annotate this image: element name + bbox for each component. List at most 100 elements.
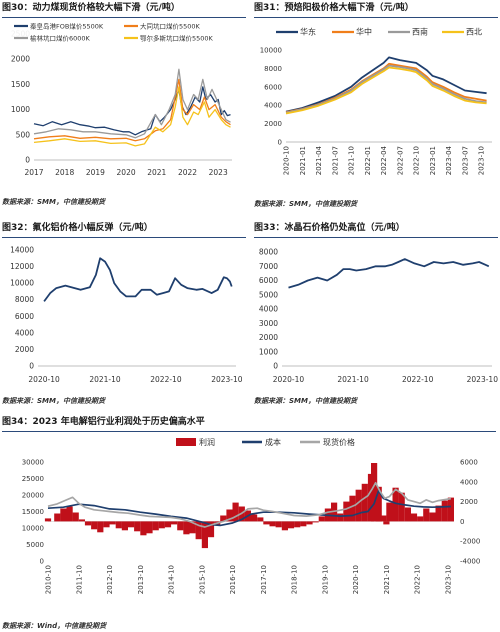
series-line-2	[33, 68, 231, 139]
x-tick-label: 2022-01	[364, 146, 372, 175]
profit-bar	[140, 521, 147, 536]
figure-33-chart: 0 1000 2000 3000 4000 5000 6000 7000 8000 2020-10…	[259, 248, 498, 385]
profit-bar	[78, 519, 85, 522]
x-tick-label: 2018	[55, 168, 74, 177]
y-tick-label: 0	[278, 139, 282, 147]
y-right-tick-label: 4000	[460, 478, 478, 486]
y-left-tick-label: 30000	[22, 459, 44, 467]
x-tick-label: 2010-10	[45, 565, 53, 594]
y-left-tick-label: 20000	[22, 492, 44, 500]
profit-bar	[121, 521, 128, 531]
y-left-tick-label: 5000	[26, 541, 44, 549]
y-right-tick-label: 2000	[460, 498, 478, 506]
profit-bar	[97, 521, 104, 533]
x-tick-label: 2022-04	[380, 145, 388, 175]
y-tick-label: 2000	[264, 120, 282, 128]
series-line-2	[47, 481, 452, 528]
x-tick-label: 2022-10	[402, 375, 434, 384]
profit-bar	[171, 521, 178, 525]
x-tick-label: 2020-10	[352, 565, 360, 594]
y-tick-label: 3000	[259, 319, 278, 328]
y-right-tick-label: 0	[460, 518, 464, 526]
x-tick-label: 2023-10	[211, 375, 243, 384]
x-tick-label: 2021-07	[331, 146, 339, 175]
legend-label-3: 鄂尔多斯坑口煤价5500K	[140, 34, 214, 43]
profit-bar	[152, 521, 159, 531]
legend-label-3: 西北	[466, 28, 482, 37]
y-tick-label: 1500	[11, 80, 30, 89]
series-line-1	[33, 78, 231, 142]
profit-bar	[371, 463, 378, 522]
y-tick-label: 0	[29, 362, 34, 371]
series-line-3	[33, 86, 231, 147]
profit-bar	[404, 507, 411, 522]
x-tick-label: 2014-10	[168, 565, 176, 594]
legend-background	[11, 20, 233, 46]
series-line-0	[33, 86, 231, 136]
profit-bar	[84, 521, 92, 526]
x-tick-label: 2017-10	[260, 565, 268, 594]
y-tick-label: 2000	[15, 345, 34, 354]
y-left-tick-label: 0	[40, 558, 44, 566]
x-tick-label: 2023-01	[429, 146, 437, 175]
profit-bar	[251, 514, 258, 522]
figure-34-chart: 050001000015000200002500030000-4000-2000…	[22, 437, 481, 594]
x-tick-label: 2020	[117, 168, 136, 177]
y-tick-label: 2000	[11, 55, 30, 64]
legend-label-2: 榆林坑口煤价6000K	[30, 34, 91, 43]
profit-bar	[207, 521, 215, 538]
profit-bar	[66, 506, 73, 522]
y-tick-label: 6000	[264, 83, 282, 91]
profit-bar	[269, 521, 276, 527]
profit-bar	[312, 521, 319, 523]
figure-33-title: 图33：冰晶石价格仍处高位（元/吨）	[254, 223, 405, 233]
profit-bar	[44, 518, 52, 522]
y-tick-label: 14000	[10, 246, 34, 255]
profit-bar	[54, 513, 61, 522]
x-tick-label: 2021-10	[337, 375, 369, 384]
y-tick-label: 5000	[259, 290, 278, 299]
x-tick-label: 2023-07	[461, 146, 469, 175]
y-tick-label: 6000	[259, 276, 278, 285]
y-tick-label: 8000	[15, 295, 34, 304]
profit-bar	[361, 483, 368, 522]
y-right-tick-label: -4000	[460, 558, 480, 566]
legend-label-1: 华中	[356, 27, 372, 37]
y-tick-label: 8000	[264, 65, 282, 73]
x-tick-label: 2022	[178, 168, 197, 177]
y-tick-label: 2000	[259, 333, 278, 342]
x-tick-label: 2021	[147, 168, 166, 177]
x-tick-label: 2023-04	[445, 145, 453, 175]
figure-30-rule	[2, 17, 246, 18]
series-line-0	[285, 56, 487, 113]
y-tick-label: 10000	[260, 47, 282, 55]
profit-bar	[103, 521, 110, 528]
y-tick-label: 4000	[259, 305, 278, 314]
x-tick-label: 2020-10	[283, 146, 291, 175]
profit-bar	[441, 500, 448, 522]
x-tick-label: 2021-10	[383, 565, 391, 594]
profit-bar	[72, 512, 79, 522]
legend-swatch-0	[176, 438, 196, 446]
figure-34-rule	[2, 431, 496, 432]
figure-31-source: 数据来源：SMM，中信建投期货	[254, 200, 357, 208]
x-tick-label: 2019	[86, 168, 105, 177]
figure-30-title: 图30：动力煤现货价格较大幅下滑（元/吨）	[2, 3, 180, 13]
profit-bar	[287, 521, 295, 529]
profit-bar	[294, 521, 301, 528]
y-tick-label: 1000	[11, 105, 30, 114]
profit-bar	[257, 517, 264, 522]
y-tick-label: 1000	[259, 347, 278, 356]
profit-bar	[300, 521, 307, 527]
figure-30-chart: 0500100015002000250020172018201920202021…	[11, 20, 233, 177]
figure-30-source: 数据来源：SMM，中信建投期货	[2, 198, 105, 206]
legend-label-2: 西南	[412, 27, 428, 37]
figure-31-chart: 0 2000 4000 6000 8000 10000 2020-10 2021-01 2021…	[260, 27, 492, 175]
x-tick-label: 2022-10	[150, 375, 182, 384]
profit-bar	[109, 521, 116, 525]
y-left-tick-label: 10000	[22, 525, 44, 533]
profit-bar	[146, 521, 153, 534]
y-tick-label: 0	[25, 156, 30, 165]
profit-bar	[60, 508, 67, 522]
series-line-0	[43, 257, 233, 302]
